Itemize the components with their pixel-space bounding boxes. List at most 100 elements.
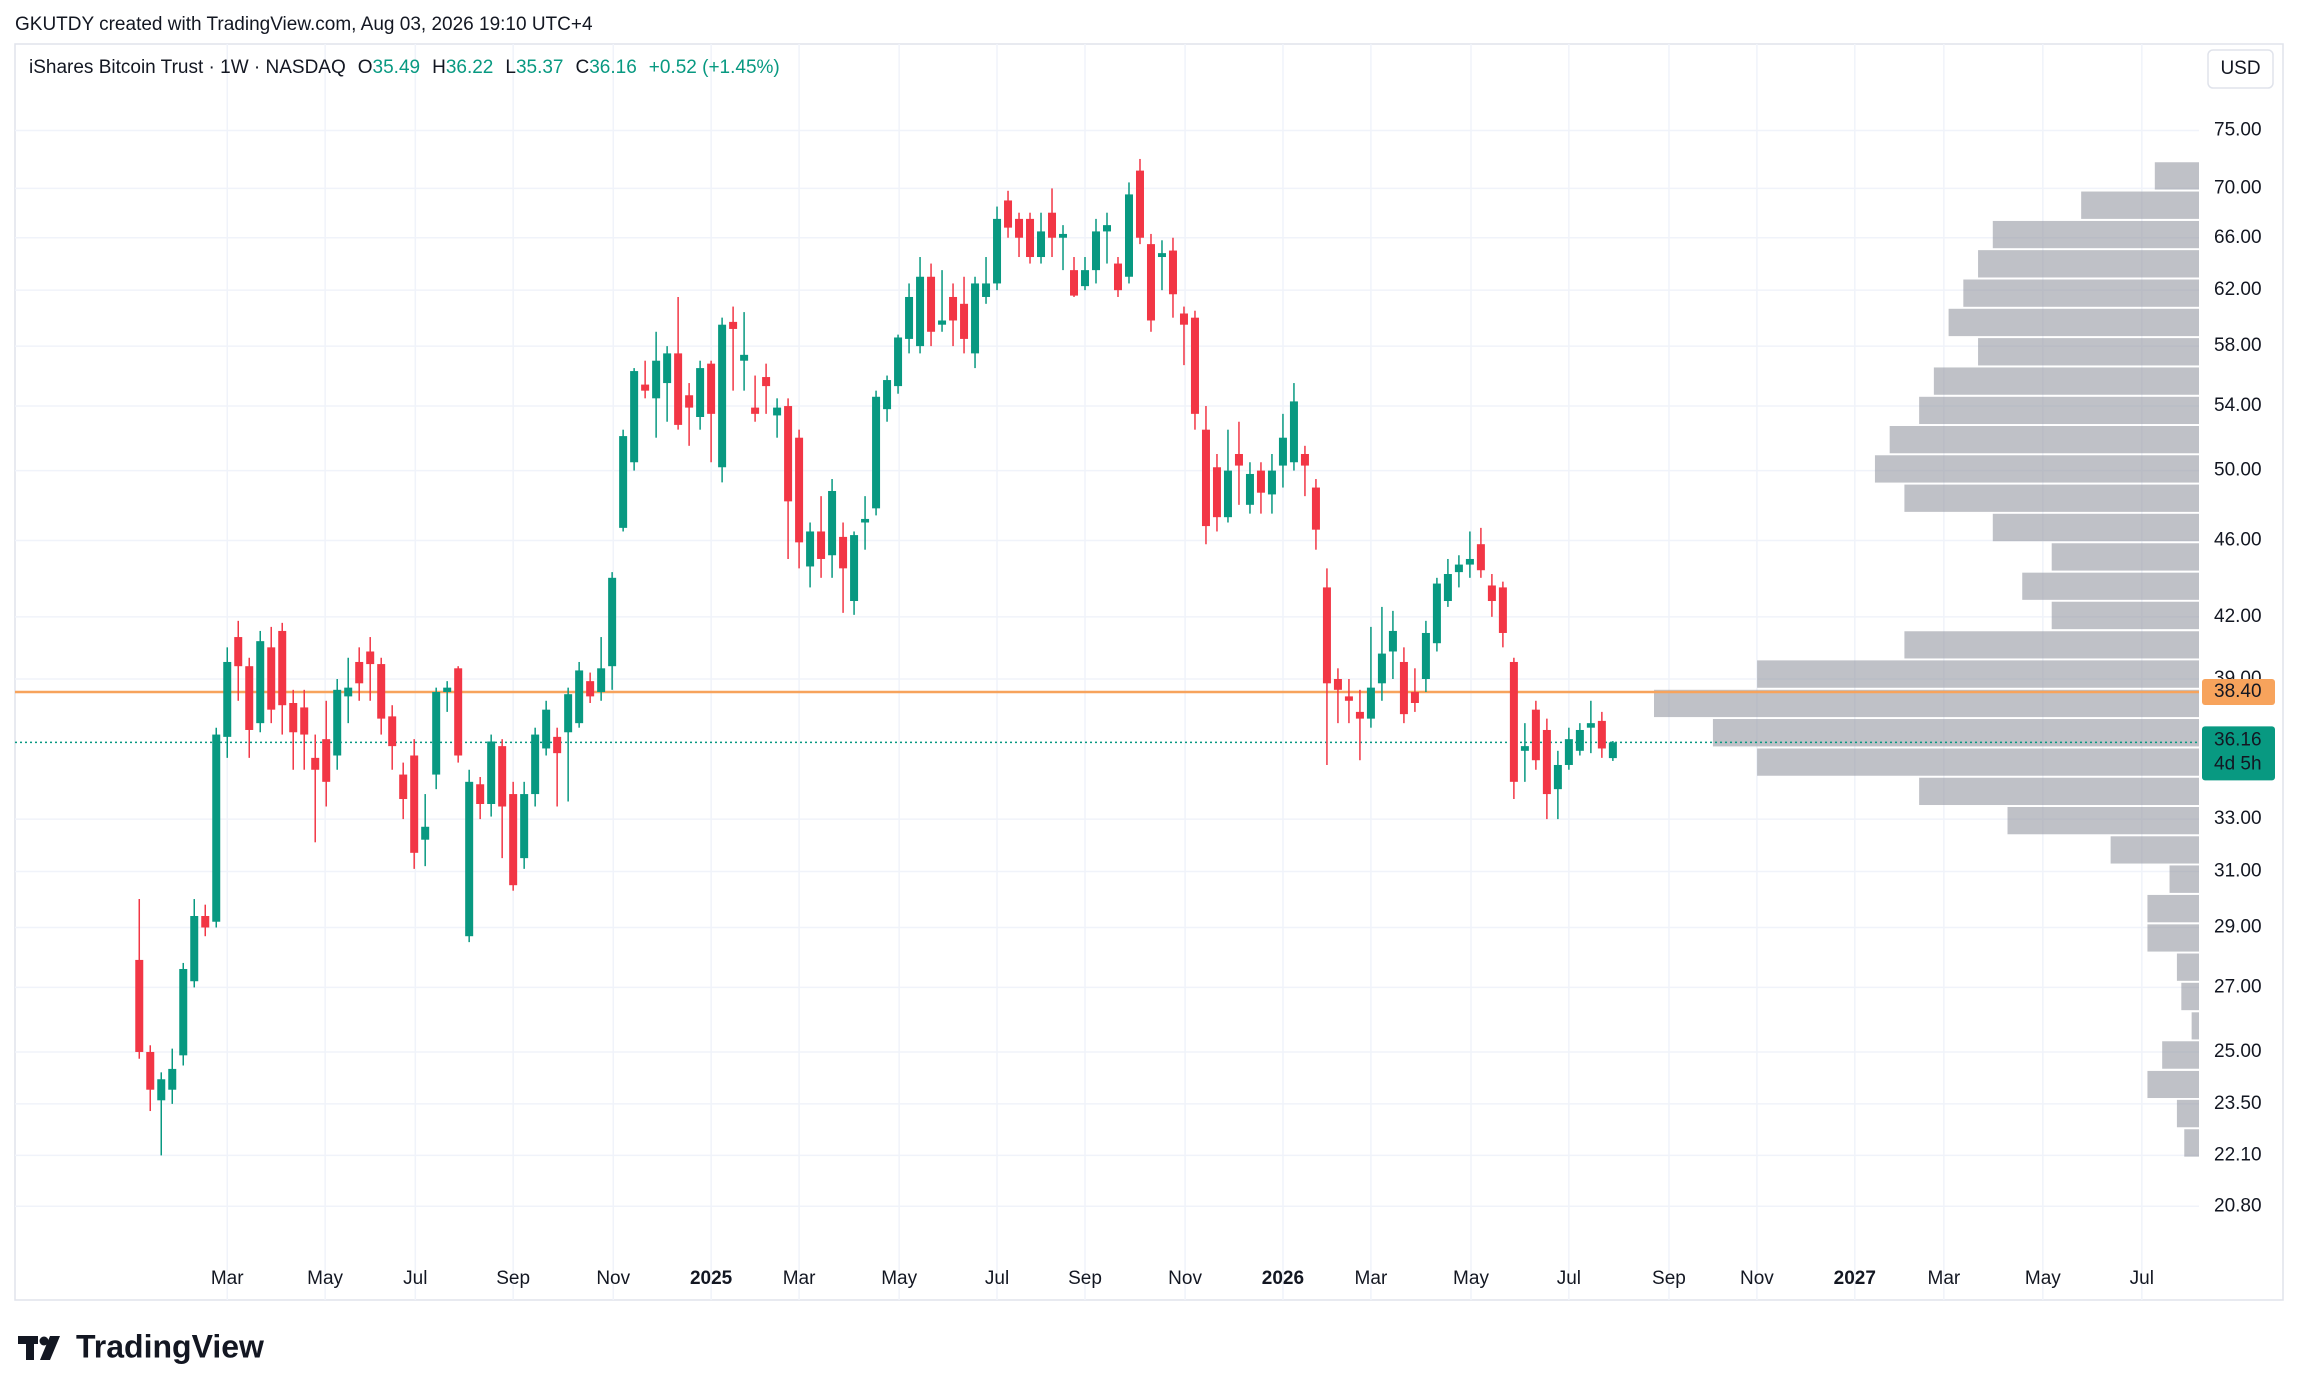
candle-body [432,692,441,775]
candle-body [1004,200,1013,228]
x-tick-label: Sep [1068,1268,1102,1289]
candle-body [817,531,826,559]
candle-body [872,396,881,509]
volume-profile-bar [1992,220,2199,249]
candle-body [729,321,738,329]
x-tick-label: May [307,1268,343,1289]
candle-body [1388,630,1397,652]
candle-body [751,407,760,414]
x-tick-label: 2026 [1262,1268,1304,1289]
x-tick-label: Jul [403,1268,427,1289]
candle-body [553,736,562,754]
candle-body [256,641,265,724]
y-tick-label: 42.00 [2214,606,2262,627]
y-tick-label: 23.50 [2214,1093,2262,1114]
y-tick-label: 33.00 [2214,808,2262,829]
candle-body [1608,742,1617,759]
legend-value: 35.37 [516,57,564,78]
candle-body [520,794,529,859]
candle-body [135,959,144,1052]
candle-body [949,296,958,321]
candle-body [190,915,199,982]
candle-body [1015,218,1024,238]
x-tick-label: Mar [1928,1268,1961,1289]
candle-body [1081,270,1090,287]
candle-body [1487,585,1496,602]
candle-body [1597,720,1606,749]
logo-mark [39,1336,49,1346]
volume-profile-bar [2022,572,2199,600]
candle-body [982,283,991,297]
candle-body [245,666,254,730]
x-tick-label: Nov [1740,1268,1774,1289]
candle-body [883,380,892,410]
candle-body [344,687,353,697]
candle-body [575,670,584,724]
candle-body [1311,487,1320,530]
x-tick-label: 2027 [1834,1268,1876,1289]
candle-body [1542,729,1551,795]
candle-body [1344,696,1353,701]
candle-body [1531,709,1540,761]
candle-body [630,371,639,463]
candle-body [1070,270,1079,296]
candle-body [1103,225,1111,232]
candle-body [740,354,749,361]
y-tick-label: 58.00 [2214,335,2262,356]
candle-body [1322,587,1331,684]
logo: TradingView [18,1328,264,1364]
candle-body [586,681,595,697]
candle-body [1267,470,1276,495]
y-tick-label: 66.00 [2214,227,2262,248]
candle-body [1212,467,1221,518]
candle-body [773,407,782,416]
volume-profile-bar [1933,367,2199,395]
x-tick-label: May [881,1268,917,1289]
candle-body [443,687,452,693]
x-tick-label: May [1453,1268,1489,1289]
candle-body [1410,692,1419,703]
candle-body [861,518,870,523]
candle-body [916,276,925,347]
candle-body [542,709,551,749]
volume-profile-bar [1757,660,2199,688]
candle-body [1575,729,1584,751]
volume-profile-bar [2191,1012,2199,1040]
candle-body [1553,764,1562,790]
candle-body [1026,218,1035,258]
candle-body [993,218,1002,284]
candle-body [1245,473,1254,505]
candle-body [498,746,507,807]
volume-profile-bar [1757,748,2199,776]
y-tick-label: 25.00 [2214,1041,2262,1062]
candle-body [366,651,375,665]
legend-value: 36.16 [589,57,637,78]
y-tick-label: 22.10 [2214,1144,2262,1165]
x-tick-label: Sep [496,1268,530,1289]
header: GKUTDY created with TradingView.com, Aug… [15,14,593,35]
volume-profile-bar [2154,162,2199,190]
logo-mark [40,1336,60,1360]
candle-body [696,368,705,417]
x-tick-label: Jul [2130,1268,2154,1289]
candle-body [1465,558,1474,565]
y-tick-label: 31.00 [2214,861,2262,882]
volume-profile-bar [1978,338,2199,366]
candle-body [1168,250,1177,295]
candle-body [905,296,914,339]
candle-body [377,664,386,719]
candle-body [1201,429,1210,527]
candle-body [641,384,650,391]
volume-profile-bar [1992,513,2199,542]
volume-profile-bar [1874,455,2199,483]
candle-body [234,637,243,667]
legend-key: L [505,57,516,78]
candle-body [465,781,474,937]
y-tick-label: 27.00 [2214,976,2262,997]
candle-body [212,734,221,922]
candle-body [663,353,672,384]
volume-profile-bar [1963,279,2199,307]
candle-body [839,536,848,569]
candle-body [1037,231,1046,258]
candle-body [1355,711,1364,719]
